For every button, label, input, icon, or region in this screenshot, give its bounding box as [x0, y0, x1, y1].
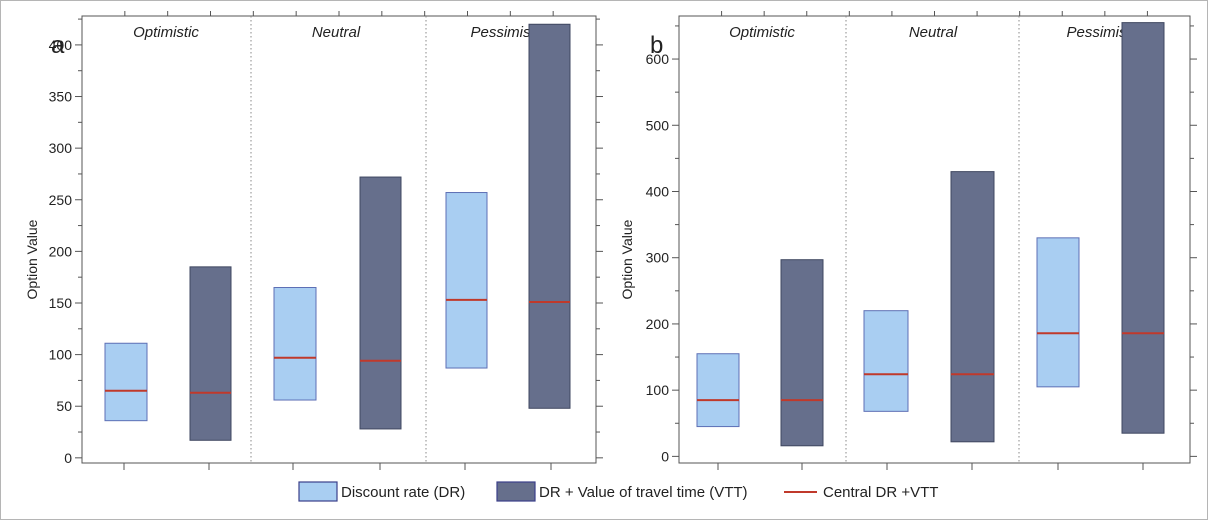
legend-swatch-vtt	[496, 481, 536, 502]
y-tick-label: 500	[646, 117, 670, 133]
vtt-range-bar	[950, 171, 995, 443]
y-tick-label: 250	[49, 192, 73, 208]
y-axis-label: Option Value	[24, 219, 40, 299]
y-tick-label: 50	[56, 398, 72, 414]
y-tick-label: 300	[646, 250, 670, 266]
y-tick-label: 350	[49, 89, 73, 105]
chart-panel-a: 0 50 100 150 200 250 300 350 400 Optimistic Neutra…	[24, 11, 603, 470]
dr-range-bar	[1036, 237, 1080, 388]
panel-label: a	[51, 32, 65, 59]
y-tick-label: 100	[646, 382, 670, 398]
panel-label: b	[650, 32, 663, 59]
vtt-range-bar	[1121, 22, 1165, 434]
dr-range-bar	[104, 342, 148, 422]
legend-label: Discount rate (DR)	[341, 484, 465, 501]
y-tick-label: 300	[49, 140, 73, 156]
y-tick-label: 100	[49, 347, 73, 363]
y-tick-label: 400	[49, 37, 73, 53]
y-tick-label: 200	[49, 243, 73, 259]
dr-range-bar	[445, 192, 488, 369]
y-tick-label: 200	[646, 316, 670, 332]
dr-range-bar	[863, 310, 909, 412]
vtt-range-bar	[780, 259, 824, 447]
legend-label: Central DR +VTT	[823, 484, 938, 501]
group-label: Optimistic	[729, 24, 795, 41]
dr-range-bar	[273, 287, 317, 401]
vtt-range-bar	[528, 23, 571, 409]
group-label: Neutral	[909, 24, 958, 41]
group-label: Neutral	[312, 24, 361, 41]
legend-swatch-dr	[298, 481, 338, 502]
y-tick-label: 150	[49, 295, 73, 311]
y-tick-label: 400	[646, 183, 670, 199]
y-tick-label: 600	[646, 51, 670, 67]
vtt-range-bar	[189, 266, 232, 441]
dr-range-bar	[696, 353, 740, 428]
y-tick-label: 0	[64, 450, 72, 466]
group-label: Pessimistic	[470, 24, 546, 41]
legend-label: DR + Value of travel time (VTT)	[539, 484, 748, 501]
y-axis-label: Option Value	[619, 219, 635, 299]
y-tick-label: 0	[661, 448, 669, 464]
vtt-range-bar	[359, 176, 402, 430]
legend: Discount rate (DR) DR + Value of travel t…	[298, 481, 938, 502]
group-label: Optimistic	[133, 24, 199, 41]
